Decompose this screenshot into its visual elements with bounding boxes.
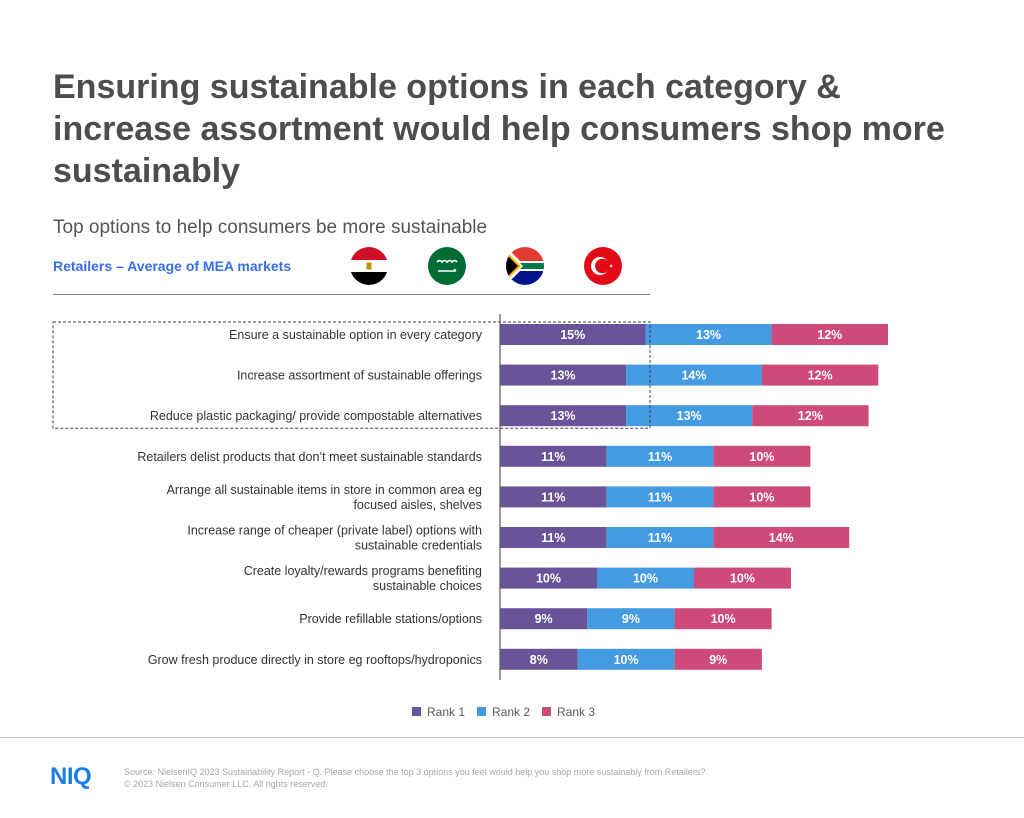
data-label: 10% bbox=[633, 572, 658, 586]
bar-rank-3 bbox=[674, 608, 772, 630]
footer-divider bbox=[0, 737, 1024, 738]
legend-swatch bbox=[477, 707, 486, 716]
category-label: Grow fresh produce directly in store eg … bbox=[148, 653, 482, 667]
bar-rank-1 bbox=[500, 648, 578, 670]
data-label: 13% bbox=[551, 369, 576, 383]
bar-rank-2 bbox=[606, 527, 714, 548]
bar-rank-2 bbox=[626, 405, 753, 427]
data-label: 10% bbox=[749, 450, 774, 464]
bar-rank-3 bbox=[761, 364, 879, 386]
legend-swatch bbox=[412, 707, 421, 716]
source-note: Source: NielsenIQ 2023 Sustainability Re… bbox=[124, 766, 984, 790]
retailers-label: Retailers – Average of MEA markets bbox=[53, 258, 292, 274]
data-label: 9% bbox=[535, 612, 553, 626]
chart-subtitle: Top options to help consumers be more su… bbox=[53, 217, 488, 238]
bar-rank-3 bbox=[771, 324, 888, 345]
data-label: 11% bbox=[648, 531, 672, 545]
niq-logo: NIQ bbox=[50, 763, 92, 790]
bar-rank-1 bbox=[500, 405, 627, 427]
bar-rank-3 bbox=[752, 405, 869, 427]
bar-rank-1 bbox=[500, 608, 588, 630]
header-divider bbox=[53, 294, 650, 295]
data-label: 8% bbox=[530, 653, 548, 667]
bar-rank-2 bbox=[606, 445, 714, 467]
copyright-text: © 2023 Nielsen Consumer LLC. All rights … bbox=[124, 779, 328, 789]
category-label: focused aisles, shelves bbox=[353, 498, 482, 512]
data-label: 14% bbox=[681, 369, 706, 383]
bar-rank-1 bbox=[500, 445, 607, 467]
bar-rank-3 bbox=[713, 527, 850, 548]
data-label: 13% bbox=[696, 328, 721, 342]
saudi-arabia-flag-icon bbox=[428, 247, 466, 285]
data-label: 10% bbox=[711, 612, 736, 626]
legend-label: Rank 1 bbox=[427, 705, 465, 719]
data-label: 12% bbox=[808, 369, 833, 383]
data-label: 11% bbox=[648, 490, 672, 504]
data-label: 12% bbox=[798, 409, 823, 423]
data-label: 10% bbox=[614, 653, 639, 667]
stacked-bar-chart: Ensure a sustainable option in every cat… bbox=[52, 314, 888, 719]
bar-rank-3 bbox=[694, 567, 791, 589]
turkey-flag-icon bbox=[584, 247, 622, 285]
data-label: 11% bbox=[541, 450, 565, 464]
bar-rank-2 bbox=[626, 364, 762, 386]
category-label: Increase assortment of sustainable offer… bbox=[237, 369, 482, 383]
bar-rank-3 bbox=[713, 486, 811, 508]
data-label: 11% bbox=[541, 490, 565, 504]
bar-rank-2 bbox=[645, 324, 772, 345]
bar-rank-1 bbox=[500, 486, 607, 508]
category-label: Increase range of cheaper (private label… bbox=[187, 524, 482, 538]
data-label: 9% bbox=[622, 612, 640, 626]
bar-rank-3 bbox=[713, 445, 811, 467]
category-label: sustainable credentials bbox=[355, 539, 482, 553]
data-label: 10% bbox=[749, 490, 774, 504]
bar-rank-2 bbox=[587, 608, 675, 630]
source-text: Source: NielsenIQ 2023 Sustainability Re… bbox=[124, 767, 706, 777]
category-label: Reduce plastic packaging/ provide compos… bbox=[150, 409, 482, 423]
category-label: Retailers delist products that don’t mee… bbox=[137, 450, 482, 464]
highlight-box bbox=[52, 321, 651, 429]
data-label: 14% bbox=[769, 531, 794, 545]
bar-rank-1 bbox=[500, 567, 597, 589]
page-title: Ensuring sustainable options in each cat… bbox=[53, 68, 945, 190]
legend-swatch bbox=[542, 707, 551, 716]
legend-label: Rank 3 bbox=[557, 705, 595, 719]
bar-rank-1 bbox=[500, 527, 607, 548]
data-label: 10% bbox=[536, 572, 561, 586]
south-africa-flag-icon bbox=[506, 247, 544, 285]
legend-label: Rank 2 bbox=[492, 705, 530, 719]
data-label: 11% bbox=[648, 450, 672, 464]
egypt-flag-icon bbox=[350, 247, 388, 285]
data-label: 13% bbox=[677, 409, 702, 423]
data-label: 12% bbox=[817, 328, 842, 342]
bar-rank-1 bbox=[500, 324, 646, 345]
category-label: Create loyalty/rewards programs benefiti… bbox=[244, 564, 482, 578]
bar-rank-2 bbox=[606, 486, 714, 508]
data-label: 13% bbox=[551, 409, 576, 423]
category-label: Arrange all sustainable items in store i… bbox=[167, 483, 482, 497]
bar-rank-3 bbox=[674, 648, 762, 670]
data-label: 11% bbox=[541, 531, 565, 545]
bar-rank-2 bbox=[597, 567, 694, 589]
category-label: sustainable choices bbox=[373, 579, 482, 593]
data-label: 9% bbox=[709, 653, 727, 667]
data-label: 15% bbox=[560, 328, 585, 342]
category-label: Ensure a sustainable option in every cat… bbox=[229, 328, 483, 342]
category-label: Provide refillable stations/options bbox=[299, 612, 482, 626]
bar-rank-2 bbox=[577, 648, 675, 670]
bar-rank-1 bbox=[500, 364, 627, 386]
data-label: 10% bbox=[730, 572, 755, 586]
